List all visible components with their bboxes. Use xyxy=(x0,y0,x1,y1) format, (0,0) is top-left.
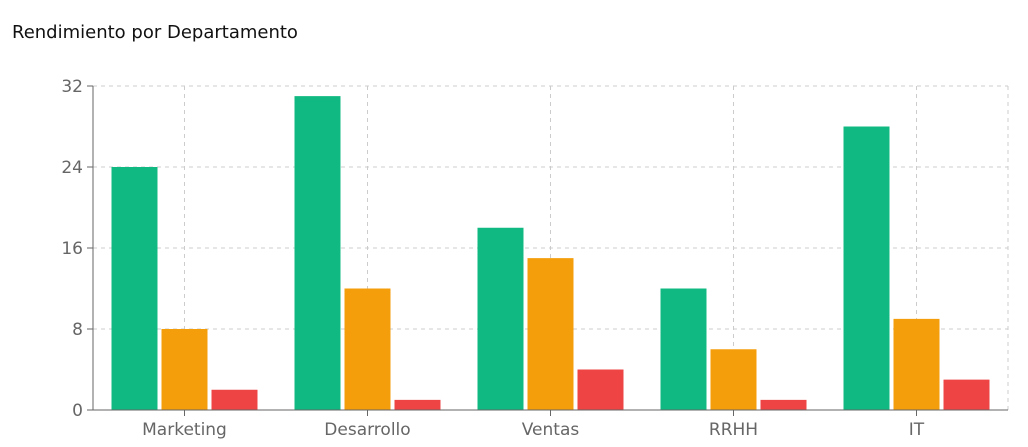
bar-ventas-3 xyxy=(577,369,624,410)
bar-it-1 xyxy=(843,126,890,410)
x-tick-label: Marketing xyxy=(142,420,227,440)
bar-rrhh-1 xyxy=(660,288,707,410)
x-tick-label: RRHH xyxy=(709,420,758,440)
x-tick-label: Ventas xyxy=(522,420,580,440)
bar-desarrollo-3 xyxy=(394,399,441,410)
bar-it-2 xyxy=(893,318,940,410)
axes: 0 8 16 24 32 Marketing Desarrollo Ventas RRHH IT xyxy=(61,77,1008,440)
bar-rrhh-3 xyxy=(760,399,807,410)
bar-marketing-3 xyxy=(211,389,258,410)
y-tick-label: 32 xyxy=(61,77,83,97)
x-tick-label: Desarrollo xyxy=(324,420,410,440)
bar-desarrollo-2 xyxy=(344,288,391,410)
x-tick-label: IT xyxy=(909,420,925,440)
bar-rrhh-2 xyxy=(710,349,757,410)
y-tick-label: 0 xyxy=(72,401,83,421)
chart-title: Rendimiento por Departamento xyxy=(12,22,298,43)
bar-ventas-2 xyxy=(527,258,574,410)
y-tick-label: 8 xyxy=(72,320,83,340)
bar-marketing-1 xyxy=(111,167,158,410)
bars xyxy=(111,96,990,410)
y-tick-label: 16 xyxy=(61,239,83,259)
bar-ventas-1 xyxy=(477,227,524,410)
y-tick-label: 24 xyxy=(61,158,83,178)
bar-it-3 xyxy=(943,379,990,410)
bar-marketing-2 xyxy=(161,329,208,410)
bar-desarrollo-1 xyxy=(294,96,341,410)
